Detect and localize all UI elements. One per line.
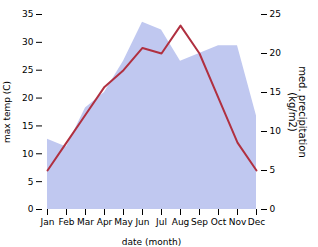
svg-text:10: 10 bbox=[270, 126, 282, 136]
svg-text:max temp (C): max temp (C) bbox=[2, 81, 12, 143]
svg-text:5: 5 bbox=[270, 165, 276, 175]
svg-text:30: 30 bbox=[22, 37, 34, 47]
svg-text:Nov: Nov bbox=[229, 217, 247, 227]
svg-text:Jul: Jul bbox=[155, 217, 167, 227]
svg-text:15: 15 bbox=[22, 121, 33, 131]
svg-text:25: 25 bbox=[22, 65, 33, 75]
svg-text:25: 25 bbox=[270, 9, 281, 19]
svg-text:20: 20 bbox=[270, 48, 282, 58]
svg-text:Feb: Feb bbox=[59, 217, 75, 227]
svg-text:5: 5 bbox=[28, 177, 34, 187]
svg-text:Jun: Jun bbox=[134, 217, 149, 227]
svg-text:Aug: Aug bbox=[172, 217, 190, 227]
svg-text:Sep: Sep bbox=[191, 217, 208, 227]
svg-text:0: 0 bbox=[28, 204, 34, 214]
svg-text:May: May bbox=[114, 217, 133, 227]
svg-text:0: 0 bbox=[270, 204, 276, 214]
svg-text:35: 35 bbox=[22, 9, 33, 19]
svg-text:Jan: Jan bbox=[40, 217, 55, 227]
svg-text:20: 20 bbox=[22, 93, 34, 103]
svg-text:Dec: Dec bbox=[248, 217, 265, 227]
svg-text:10: 10 bbox=[22, 149, 34, 159]
svg-text:med. precipitation(kg/m2): med. precipitation(kg/m2) bbox=[287, 66, 308, 158]
svg-text:Apr: Apr bbox=[97, 217, 113, 227]
svg-text:15: 15 bbox=[270, 87, 281, 97]
svg-text:Mar: Mar bbox=[77, 217, 94, 227]
svg-text:date (month): date (month) bbox=[122, 237, 181, 247]
svg-text:Oct: Oct bbox=[211, 217, 227, 227]
